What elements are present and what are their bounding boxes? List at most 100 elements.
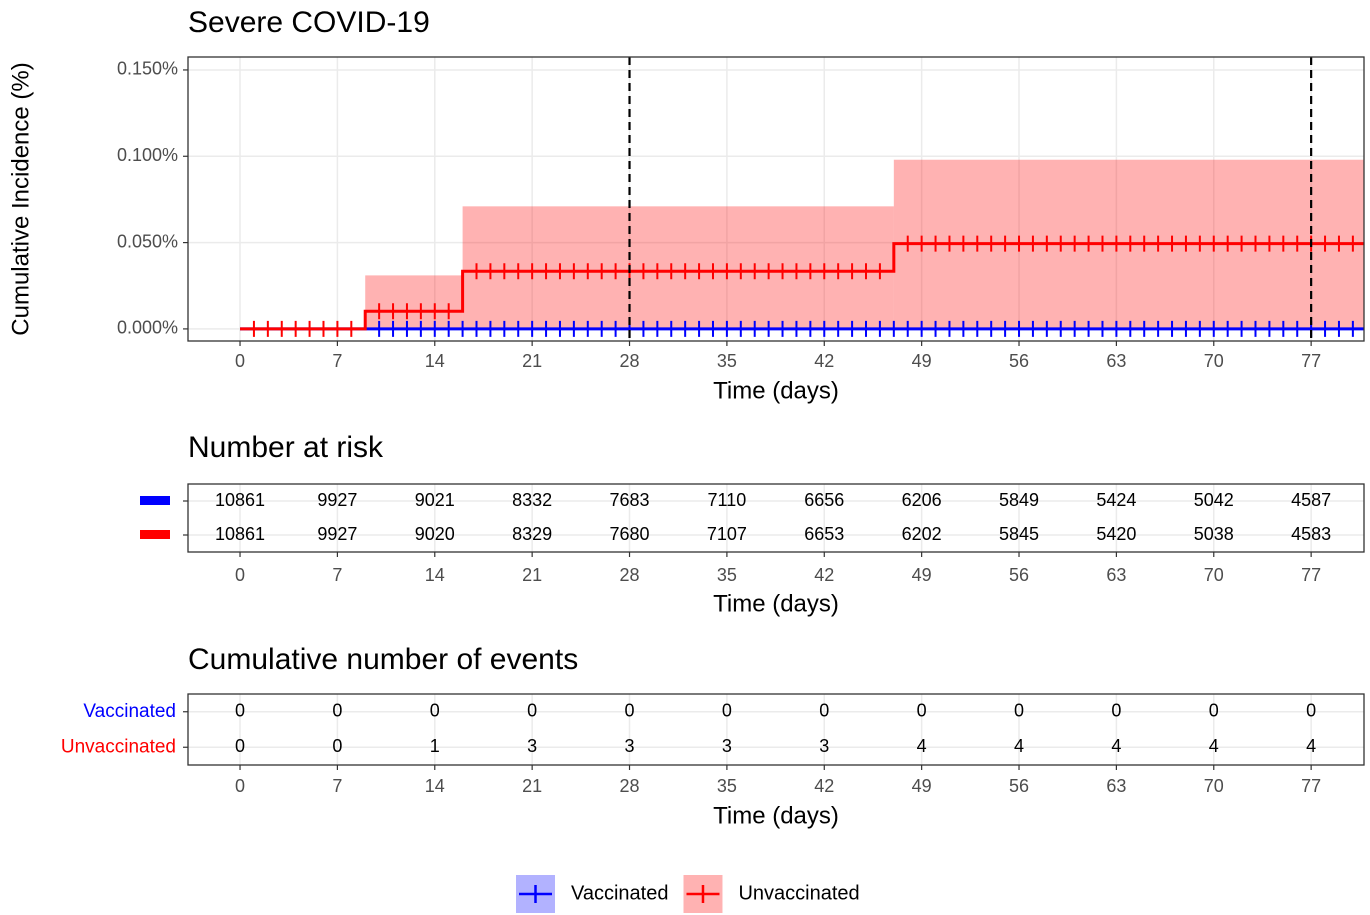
censor-mark [400, 320, 413, 337]
y-axis-label: Cumulative Incidence (%) [7, 62, 34, 335]
panel-border [187, 693, 1365, 766]
x-tick-label: 49 [912, 776, 932, 796]
table-value: 4587 [1291, 490, 1331, 510]
censor-mark [734, 263, 747, 280]
censor-mark [1124, 235, 1137, 252]
table-value: 0 [332, 736, 342, 756]
censor-mark [985, 320, 998, 337]
censor-mark [331, 320, 344, 337]
table-value: 0 [235, 736, 245, 756]
censor-mark [1040, 235, 1053, 252]
censor-mark [1054, 235, 1067, 252]
x-tick-label: 63 [1106, 776, 1126, 796]
table-value: 9020 [415, 524, 455, 544]
censor-mark [526, 263, 539, 280]
x-tick-label: 70 [1204, 565, 1224, 585]
legend-key [686, 885, 720, 903]
table-value: 1 [430, 736, 440, 756]
x-tick-label: 56 [1009, 565, 1029, 585]
censor-mark [553, 263, 566, 280]
censor-mark [720, 263, 733, 280]
censor-mark [442, 320, 455, 337]
censor-mark [901, 235, 914, 252]
x-tick-label: 49 [912, 351, 932, 371]
x-tick-label: 56 [1009, 351, 1029, 371]
censor-mark [484, 320, 497, 337]
censor-mark [929, 235, 942, 252]
x-tick-label: 7 [332, 351, 342, 371]
table-value: 4 [1014, 736, 1024, 756]
legend-label: Vaccinated [571, 882, 668, 904]
censor-mark [720, 320, 733, 337]
table-value: 5420 [1096, 524, 1136, 544]
legend-label: Unvaccinated [738, 882, 859, 904]
table-value: 5845 [999, 524, 1039, 544]
censor-mark [943, 235, 956, 252]
table-value: 4 [1209, 736, 1219, 756]
table-value: 9927 [317, 524, 357, 544]
table-value: 6206 [902, 490, 942, 510]
step-line [240, 242, 1364, 331]
table-value: 3 [819, 736, 829, 756]
censor-mark [1013, 320, 1026, 337]
censor-mark [706, 320, 719, 337]
table-value: 7680 [609, 524, 649, 544]
y-tick-label: 0.050% [117, 231, 178, 251]
table-value: 6202 [902, 524, 942, 544]
censor-mark [693, 320, 706, 337]
censor-mark [414, 320, 427, 337]
censor-mark [1082, 320, 1095, 337]
censor-mark [957, 235, 970, 252]
table-title: Cumulative number of events [188, 643, 578, 676]
table-value: 0 [917, 701, 927, 721]
censor-mark [901, 320, 914, 337]
x-tick-label: 42 [814, 776, 834, 796]
censor-mark [637, 320, 650, 337]
censor-mark [971, 235, 984, 252]
table-value: 9927 [317, 490, 357, 510]
censor-mark [345, 320, 358, 337]
censor-mark [1068, 320, 1081, 337]
confidence-band [365, 275, 463, 329]
x-tick-label: 28 [620, 776, 640, 796]
row-label: Unvaccinated [61, 736, 176, 757]
censor-mark [414, 303, 427, 320]
x-tick-label: 0 [235, 776, 245, 796]
x-tick-label: 70 [1204, 776, 1224, 796]
censor-mark [1166, 235, 1179, 252]
table-value: 0 [625, 701, 635, 721]
chart-title: Severe COVID-19 [188, 6, 430, 39]
censor-mark [1277, 235, 1290, 252]
censor-mark [1110, 235, 1123, 252]
censor-mark [1249, 320, 1262, 337]
x-tick-label: 14 [425, 776, 445, 796]
x-tick-label: 35 [717, 776, 737, 796]
censor-mark [609, 263, 622, 280]
censor-mark [595, 263, 608, 280]
x-tick-label: 28 [620, 351, 640, 371]
censor-mark [832, 263, 845, 280]
censor-mark [1026, 320, 1039, 337]
table-value: 6653 [804, 524, 844, 544]
censor-mark [665, 263, 678, 280]
table-value: 6656 [804, 490, 844, 510]
censor-mark [1193, 320, 1206, 337]
panel-border [187, 56, 1365, 342]
censor-mark [1277, 320, 1290, 337]
row-key [140, 530, 170, 539]
censor-mark [540, 263, 553, 280]
censor-mark [679, 320, 692, 337]
censor-mark [971, 320, 984, 337]
table-value: 3 [722, 736, 732, 756]
censor-mark [1207, 235, 1220, 252]
censor-mark [470, 320, 483, 337]
table-value: 9021 [415, 490, 455, 510]
table-value: 5042 [1194, 490, 1234, 510]
censor-mark [693, 263, 706, 280]
row-key [140, 496, 170, 505]
censor-mark [275, 320, 288, 337]
censor-mark [1235, 235, 1248, 252]
censor-mark [1054, 320, 1067, 337]
censor-mark [540, 320, 553, 337]
